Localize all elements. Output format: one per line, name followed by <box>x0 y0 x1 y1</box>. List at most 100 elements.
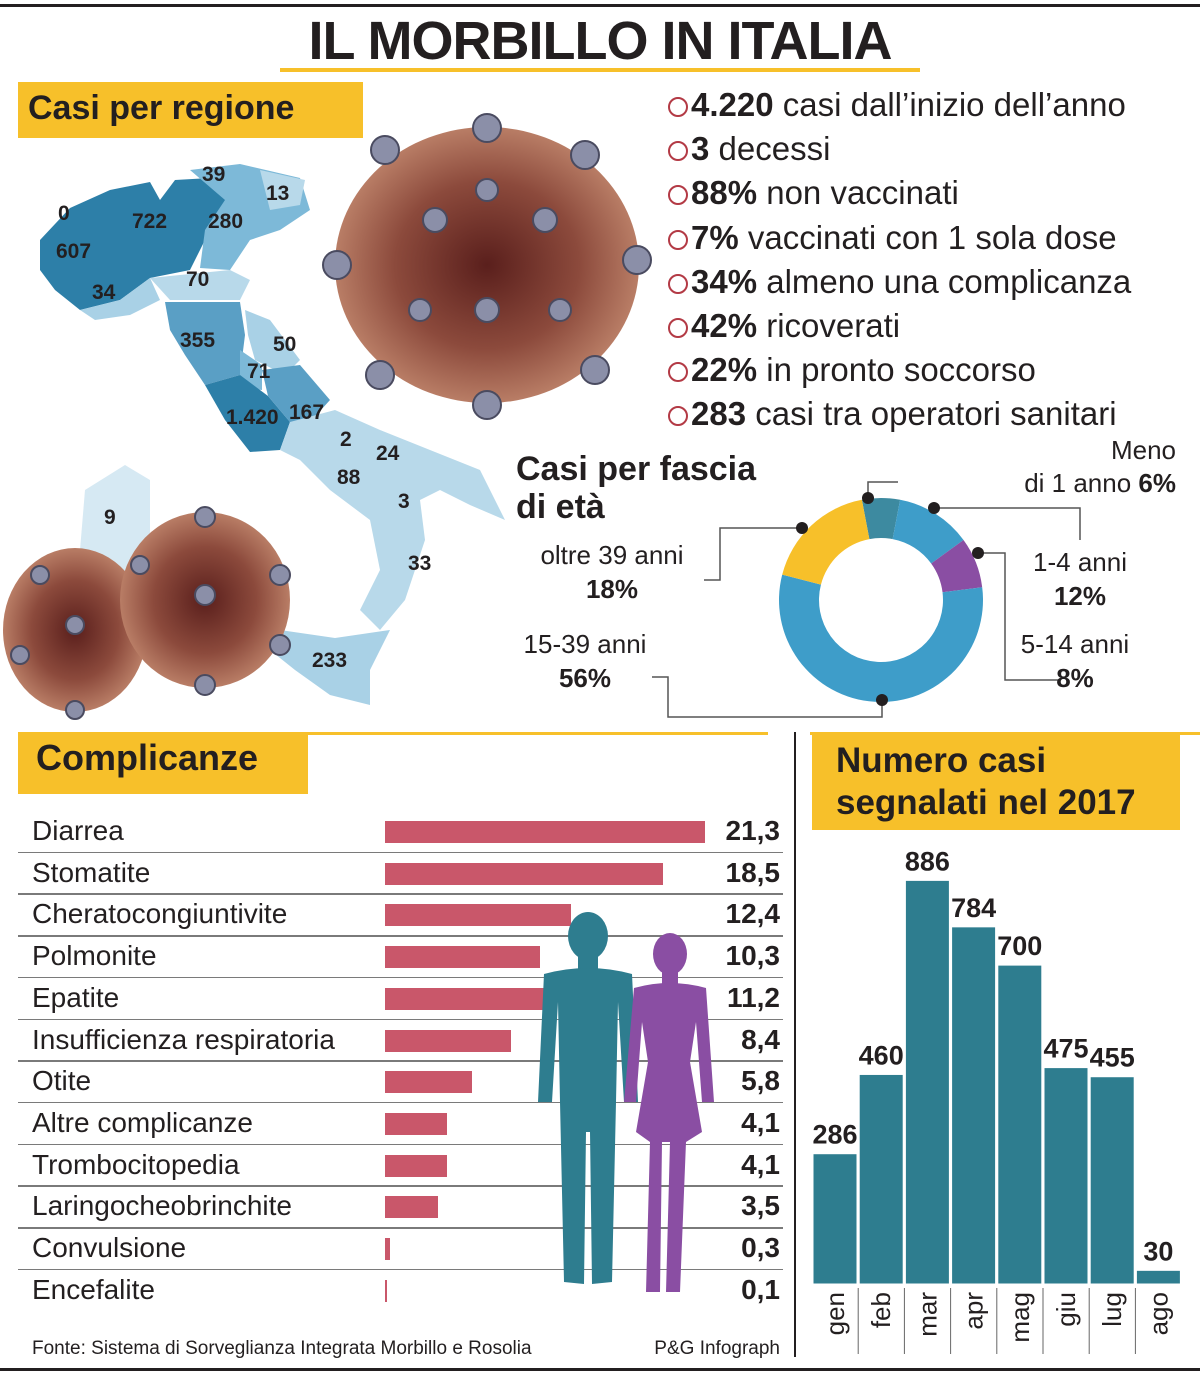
map-region-marche <box>245 310 300 375</box>
map-label: 0 <box>58 202 70 225</box>
complicanza-bar <box>385 1238 390 1260</box>
row-separator <box>18 893 783 895</box>
complicanze-heading: Complicanze <box>18 732 308 794</box>
complicanza-label: Stomatite <box>32 856 151 888</box>
leader-line <box>652 676 883 718</box>
top-rule <box>0 4 1200 7</box>
map-label: 24 <box>376 442 400 465</box>
bottom-rule <box>0 1368 1200 1371</box>
donut-slice <box>782 499 870 585</box>
stat-item: 88% non vaccinati <box>668 174 959 212</box>
leader-line <box>704 527 802 581</box>
female-figure <box>624 933 714 1292</box>
map-region-sicily <box>270 630 390 705</box>
map-label: 9 <box>104 506 116 529</box>
map-region-liguria <box>80 278 160 320</box>
complicanza-bar <box>385 862 663 885</box>
complicanza-bar <box>385 1154 447 1177</box>
map-label: 3 <box>398 490 410 513</box>
complicanza-value: 5,8 <box>741 1065 780 1097</box>
complicanza-bar <box>385 821 705 843</box>
month-label: giu <box>1051 1292 1081 1327</box>
month-bar <box>1089 1076 1135 1285</box>
complicanza-label: Polmonite <box>32 940 157 972</box>
complicanza-value: 0,3 <box>741 1232 780 1263</box>
donut-label-over39: oltre 39 anni 18% <box>540 540 684 604</box>
complicanza-bar <box>385 904 572 927</box>
month-bar <box>812 1153 858 1285</box>
row-separator <box>18 1101 783 1104</box>
donut-label-5-14: 5-14 anni 8% <box>1020 629 1130 693</box>
stat-item: 42% ricoverati <box>668 307 900 345</box>
month-bar <box>858 1073 904 1285</box>
stat-item: 7% vaccinati con 1 sola dose <box>668 219 1117 257</box>
map-region-south <box>280 410 505 630</box>
complicanze-rule <box>18 732 768 735</box>
map-region-north-east-corner <box>260 170 305 210</box>
regions-heading: Casi per regione <box>18 82 363 138</box>
male-figure <box>538 912 638 1284</box>
complicanza-value: 0,1 <box>741 1273 780 1305</box>
month-bar <box>951 926 997 1285</box>
leader-line <box>978 552 1060 681</box>
complicanza-label: Trombocitopedia <box>32 1148 240 1180</box>
month-label: lug <box>1097 1292 1127 1327</box>
map-label: 355 <box>180 329 216 352</box>
month-value-label: 475 <box>1043 1034 1088 1064</box>
section-divider <box>794 732 796 1357</box>
map-region-nw <box>40 178 228 310</box>
complicanza-label: Convulsione <box>32 1232 187 1263</box>
map-label: 88 <box>337 466 361 489</box>
complicanza-bar <box>385 1029 512 1052</box>
map-label: 34 <box>92 281 116 304</box>
complicanza-label: Altre complicanze <box>32 1106 253 1138</box>
circle-bullet-icon <box>668 406 688 426</box>
map-label: 33 <box>408 552 432 575</box>
circle-bullet-icon <box>668 362 688 382</box>
month-label: apr <box>959 1292 989 1330</box>
complicanza-bar <box>385 1112 447 1135</box>
month-value-label: 455 <box>1090 1043 1135 1073</box>
complicanza-label: Diarrea <box>32 815 124 846</box>
monthly-bar-chart: 286 gen 460 feb 886 mar 784 apr 700 mag 475 giu 455 l… <box>812 846 1181 1354</box>
donut-slice <box>931 540 983 593</box>
source-note: Fonte: Sistema di Sorveglianza Integrata… <box>32 1338 532 1359</box>
month-bar <box>904 879 950 1285</box>
row-separator <box>18 1185 783 1187</box>
stat-item: 22% in pronto soccorso <box>668 351 1036 389</box>
complicanza-label: Cheratocongiuntivite <box>32 898 288 930</box>
title-underline <box>280 68 920 72</box>
month-value-label: 286 <box>812 1120 857 1150</box>
complicanza-value: 4,1 <box>741 1106 780 1138</box>
donut-slice <box>861 498 901 540</box>
complicanza-bar <box>385 1279 387 1302</box>
age-donut-chart <box>652 481 1081 718</box>
complicanza-value: 11,2 <box>727 981 780 1013</box>
row-separator <box>18 851 783 854</box>
complicanza-label: Epatite <box>32 981 120 1013</box>
donut-slice <box>779 574 983 702</box>
stat-item: 283 casi tra operatori sanitari <box>668 395 1117 433</box>
map-region-lazio <box>205 375 290 452</box>
complicanza-label: Otite <box>32 1065 92 1097</box>
complicanza-bar <box>385 1071 473 1094</box>
month-value-label: 784 <box>951 893 996 923</box>
age-heading: Casi per fascia di età <box>516 450 757 526</box>
leader-line <box>934 507 1081 540</box>
map-label: 167 <box>289 401 325 424</box>
map-label: 607 <box>56 240 92 263</box>
month-bar <box>997 964 1043 1285</box>
month-label: mar <box>912 1292 942 1337</box>
circle-bullet-icon <box>668 230 688 250</box>
map-label: 280 <box>208 210 244 233</box>
donut-label-1-4: 1-4 anni 12% <box>1033 547 1127 611</box>
map-label: 71 <box>247 360 271 383</box>
month-value-label: 700 <box>997 931 1042 961</box>
monthly-heading: Numero casi segnalati nel 2017 <box>812 732 1180 830</box>
row-separator <box>18 1227 783 1229</box>
donut-slice <box>892 499 964 564</box>
circle-bullet-icon <box>668 97 688 117</box>
complicanza-label: Encefalite <box>32 1273 155 1305</box>
month-value-label: 30 <box>1143 1236 1173 1266</box>
circle-bullet-icon <box>668 141 688 161</box>
